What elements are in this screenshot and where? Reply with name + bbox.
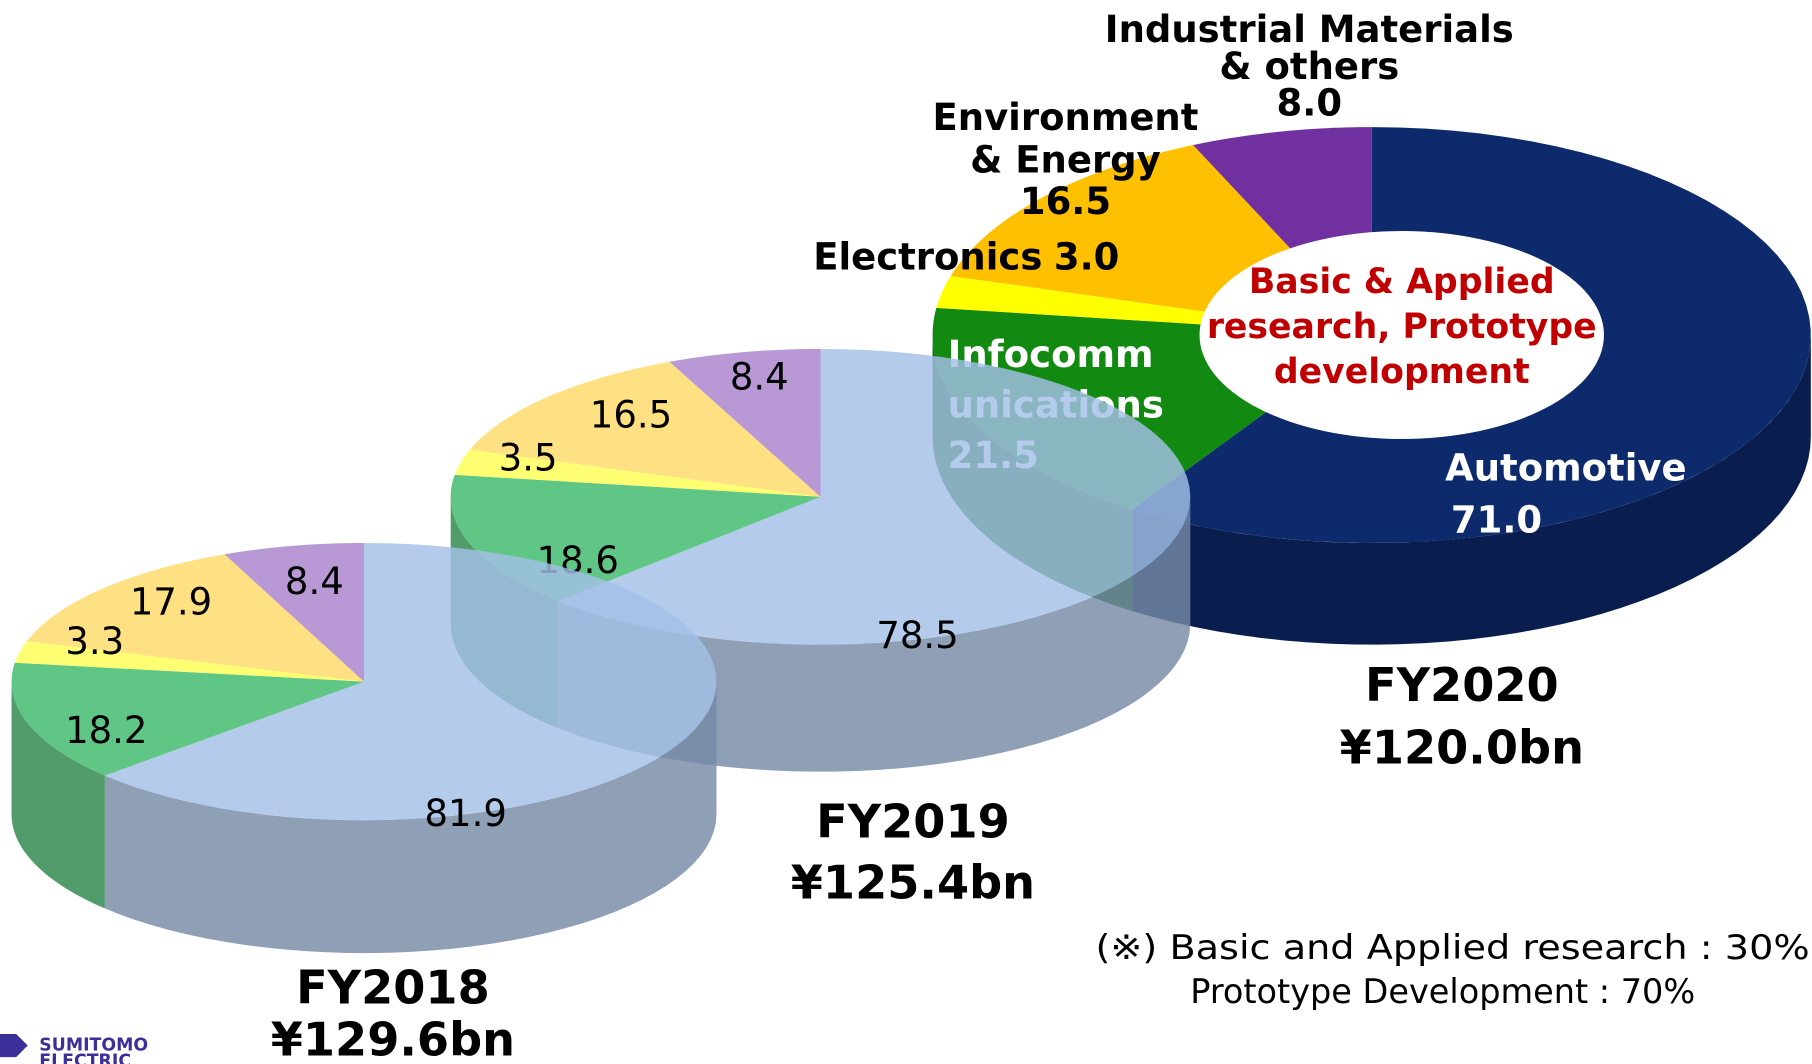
pie-side: [104, 681, 717, 954]
category-label: Automotive: [1445, 447, 1686, 490]
pie-slice: [26, 554, 365, 682]
donut-hole: [1199, 231, 1604, 440]
pie-subtitle: ¥129.6bn: [271, 1013, 515, 1064]
pie-side: [11, 681, 105, 909]
value-label: 8.0: [1277, 82, 1343, 125]
value-label: 8.4: [285, 560, 344, 603]
pie-subtitle: ¥120.0bn: [1340, 720, 1584, 774]
logo-mark: [0, 1033, 28, 1058]
pie-slice: [11, 662, 365, 776]
footnote: Prototype Development : 70%: [1190, 972, 1695, 1011]
category-label: Environment & Energy: [933, 95, 1199, 181]
pie-slice: [469, 361, 821, 497]
category-label: Electronics: [813, 235, 1042, 278]
value-label: 17.9: [130, 581, 212, 624]
pie-subtitle: ¥125.4bn: [791, 856, 1035, 910]
pie-slice: [104, 542, 717, 821]
footnote: (※) Basic and Applied research : 30%: [1096, 928, 1810, 967]
value-label: 3.5: [499, 436, 558, 479]
logo: SUMITOMO ELECTRIC: [39, 1036, 148, 1064]
value-label: 16.5: [590, 394, 672, 437]
annotation: Basic & Applied research, Prototype develo…: [1207, 262, 1597, 392]
pie-title: FY2019: [816, 794, 1010, 848]
category-label: Industrial Materials & others: [1105, 8, 1514, 88]
pie-side: [1132, 335, 1811, 645]
pie-title: FY2020: [1365, 658, 1559, 712]
value-label: 71.0: [1451, 499, 1542, 542]
value-label: 81.9: [425, 792, 507, 835]
pie-slice: [558, 348, 1191, 645]
pie-slice: [224, 542, 365, 682]
pie-title: FY2018: [296, 961, 490, 1015]
value-label: 3.0: [1054, 235, 1120, 278]
value-label: 16.5: [1020, 180, 1111, 223]
pie-slice: [454, 449, 821, 497]
pie-slice: [669, 348, 821, 497]
pie-slice: [14, 641, 365, 682]
value-label: 8.4: [730, 355, 789, 398]
value-label: 3.3: [65, 620, 124, 663]
value-label: 78.5: [876, 614, 958, 657]
value-label: 18.2: [65, 709, 147, 752]
